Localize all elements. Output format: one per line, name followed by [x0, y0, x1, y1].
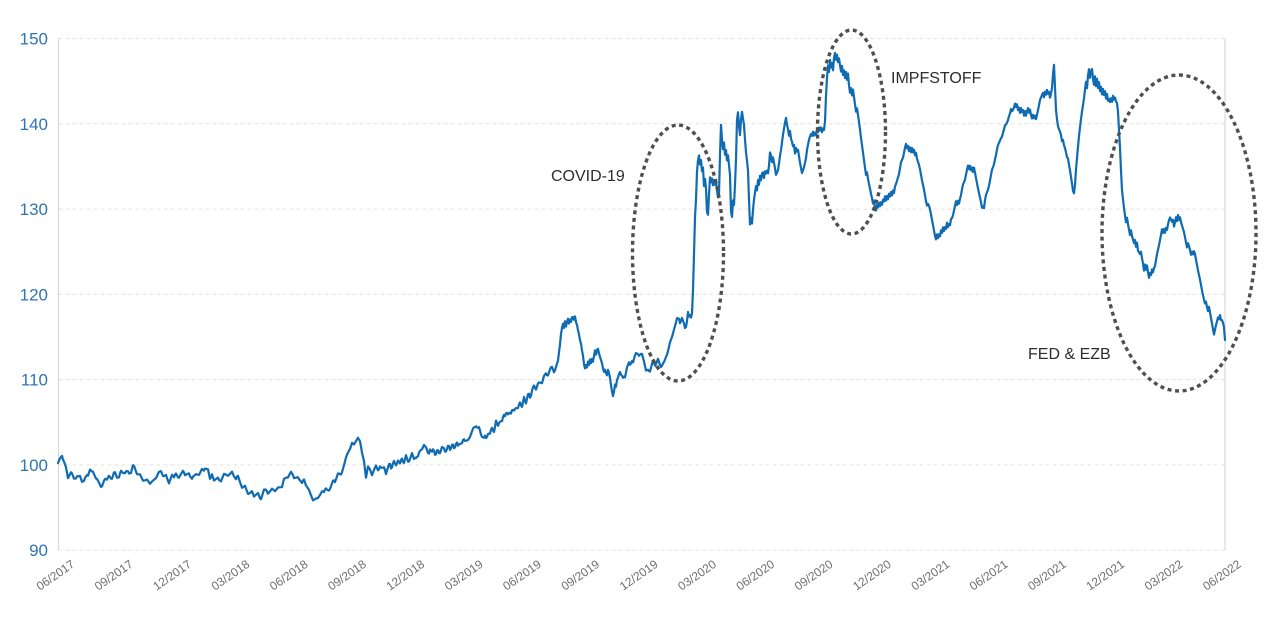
- svg-text:COVID-19: COVID-19: [551, 168, 625, 185]
- svg-text:110: 110: [21, 371, 48, 390]
- svg-text:120: 120: [20, 285, 48, 304]
- svg-text:FED & EZB: FED & EZB: [1028, 346, 1111, 363]
- svg-text:140: 140: [20, 115, 48, 134]
- svg-text:IMPFSTOFF: IMPFSTOFF: [891, 70, 982, 87]
- svg-text:150: 150: [20, 30, 48, 49]
- svg-text:100: 100: [20, 456, 48, 475]
- svg-text:130: 130: [20, 200, 48, 219]
- svg-text:90: 90: [29, 541, 48, 560]
